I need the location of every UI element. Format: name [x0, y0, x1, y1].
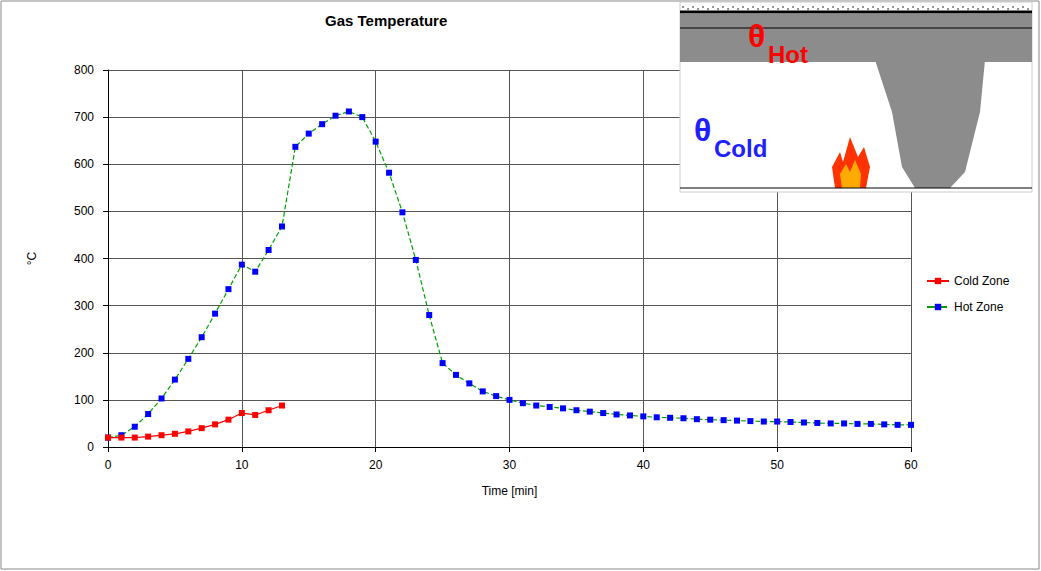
svg-text:Hot: Hot [768, 41, 808, 68]
svg-text:200: 200 [74, 346, 94, 360]
svg-text:Time [min]: Time [min] [482, 484, 538, 498]
svg-text:700: 700 [74, 110, 94, 124]
svg-text:Gas Temperature: Gas Temperature [325, 12, 447, 29]
svg-text:300: 300 [74, 299, 94, 313]
svg-text:Cold Zone: Cold Zone [954, 274, 1010, 288]
svg-text:θ: θ [748, 18, 765, 54]
svg-text:Hot Zone: Hot Zone [954, 300, 1004, 314]
svg-text:500: 500 [74, 204, 94, 218]
svg-text:30: 30 [503, 458, 517, 472]
svg-text:0: 0 [105, 458, 112, 472]
svg-text:600: 600 [74, 157, 94, 171]
svg-text:800: 800 [74, 63, 94, 77]
svg-text:400: 400 [74, 252, 94, 266]
svg-text:θ: θ [694, 112, 711, 148]
svg-text:100: 100 [74, 393, 94, 407]
svg-text:50: 50 [770, 458, 784, 472]
svg-text:Cold: Cold [714, 135, 767, 162]
svg-text:°C: °C [25, 251, 39, 265]
svg-text:20: 20 [369, 458, 383, 472]
svg-text:40: 40 [637, 458, 651, 472]
svg-text:60: 60 [904, 458, 918, 472]
svg-text:10: 10 [235, 458, 249, 472]
svg-text:0: 0 [87, 440, 94, 454]
